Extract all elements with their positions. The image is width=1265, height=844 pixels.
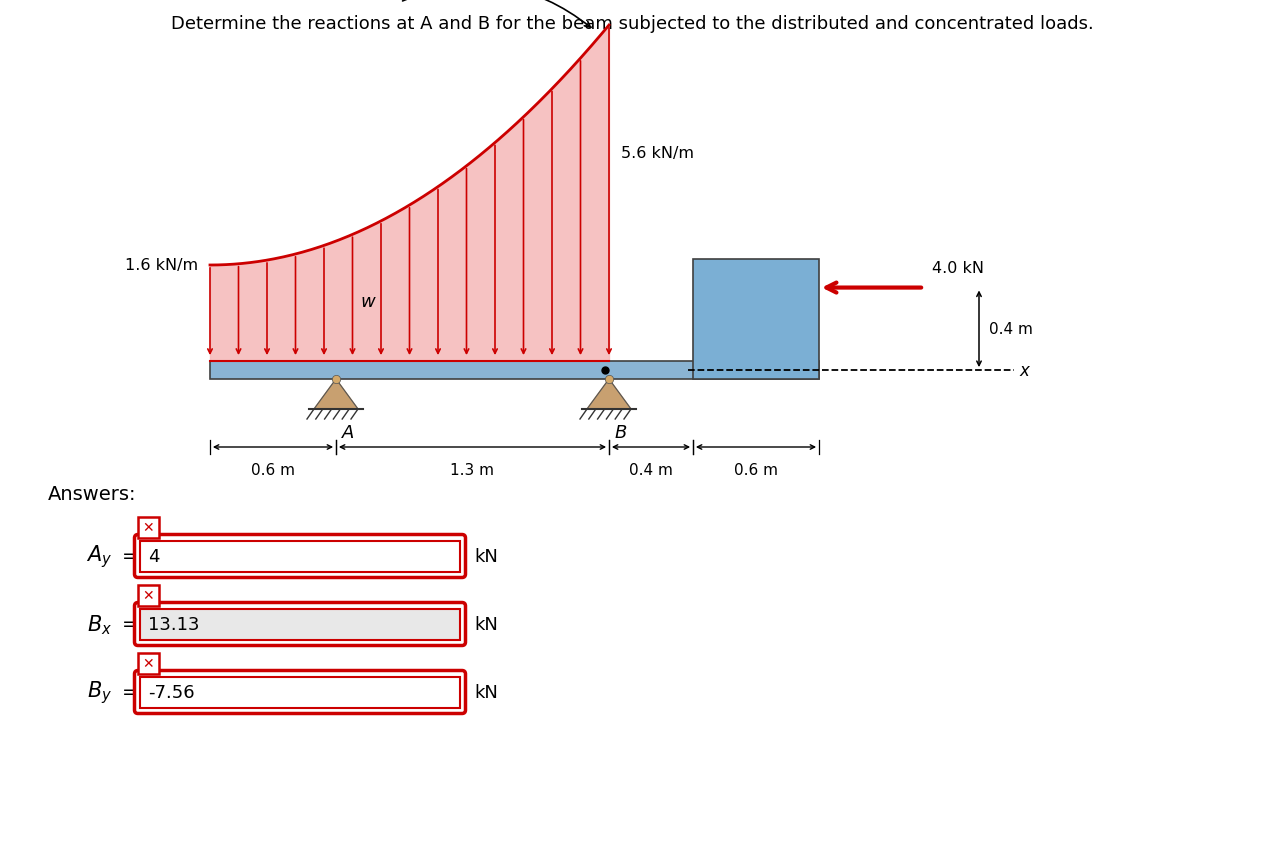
Text: kN: kN bbox=[474, 548, 498, 565]
Text: x: x bbox=[1020, 361, 1028, 380]
FancyBboxPatch shape bbox=[134, 603, 466, 646]
Bar bbox=[140, 677, 459, 707]
Text: kN: kN bbox=[474, 683, 498, 701]
Text: 13.13: 13.13 bbox=[148, 615, 200, 633]
Text: 0.6 m: 0.6 m bbox=[250, 463, 295, 478]
Text: =: = bbox=[121, 547, 138, 565]
Text: A: A bbox=[342, 424, 354, 441]
Text: ✕: ✕ bbox=[143, 657, 154, 671]
Text: -7.56: -7.56 bbox=[148, 683, 195, 701]
Text: 0.4 m: 0.4 m bbox=[989, 322, 1034, 337]
Bar bbox=[138, 653, 159, 674]
Bar bbox=[138, 517, 159, 538]
Text: 4: 4 bbox=[148, 548, 159, 565]
Text: =: = bbox=[121, 614, 138, 634]
Bar bbox=[140, 609, 459, 640]
Text: w: w bbox=[361, 293, 374, 311]
Text: 1.3 m: 1.3 m bbox=[450, 463, 495, 478]
Text: =: = bbox=[121, 683, 138, 701]
Text: 5.6 kN/m: 5.6 kN/m bbox=[621, 146, 694, 161]
Bar bbox=[140, 541, 459, 572]
Text: 0.4 m: 0.4 m bbox=[629, 463, 673, 478]
Text: kN: kN bbox=[474, 615, 498, 633]
Text: $B_x$: $B_x$ bbox=[87, 613, 113, 636]
Text: B: B bbox=[615, 424, 627, 441]
Bar bbox=[210, 361, 818, 380]
Bar bbox=[693, 260, 818, 380]
Text: 0.6 m: 0.6 m bbox=[734, 463, 778, 478]
Text: Answers:: Answers: bbox=[48, 484, 137, 503]
Text: 4.0 kN: 4.0 kN bbox=[932, 261, 984, 276]
Polygon shape bbox=[314, 380, 358, 409]
Text: Determine the reactions at A and B for the beam subjected to the distributed and: Determine the reactions at A and B for t… bbox=[171, 15, 1093, 33]
Text: 1.6 kN/m: 1.6 kN/m bbox=[125, 258, 199, 273]
FancyBboxPatch shape bbox=[134, 535, 466, 578]
Bar bbox=[138, 585, 159, 606]
Text: ✕: ✕ bbox=[143, 521, 154, 535]
Text: $B_y$: $B_y$ bbox=[87, 679, 113, 706]
Polygon shape bbox=[587, 380, 631, 409]
FancyBboxPatch shape bbox=[134, 671, 466, 714]
Text: $A_y$: $A_y$ bbox=[86, 543, 113, 570]
Text: ✕: ✕ bbox=[143, 589, 154, 603]
